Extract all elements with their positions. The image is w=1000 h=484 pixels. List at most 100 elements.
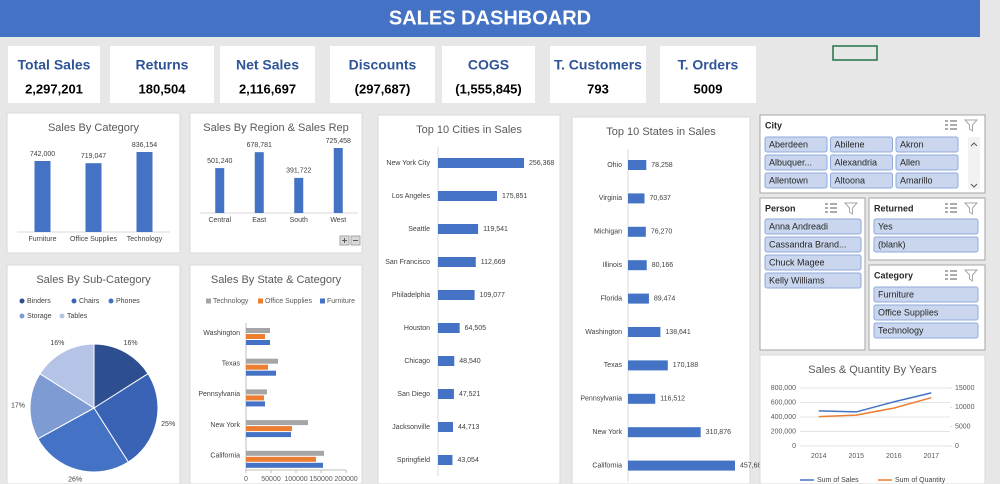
kpi-label: Total Sales xyxy=(18,57,91,73)
slicer-item-label[interactable]: Abilene xyxy=(835,139,865,149)
y-tick-label: 800,000 xyxy=(771,385,796,392)
bar xyxy=(628,360,668,371)
slicer-item[interactable] xyxy=(895,172,959,189)
slicer-title: Returned xyxy=(874,203,914,213)
legend-swatch xyxy=(19,298,25,304)
multi-select-icon[interactable] xyxy=(945,270,957,280)
pie-slice xyxy=(39,343,95,409)
kpi-card xyxy=(330,46,435,103)
clear-filter-icon[interactable] xyxy=(963,269,979,282)
slicer-item-label[interactable]: Cassandra Brand... xyxy=(769,239,847,249)
y-tick-label: New York City xyxy=(386,160,430,167)
slicer-item-label[interactable]: Chuck Magee xyxy=(769,257,825,267)
bar xyxy=(438,356,455,366)
multi-select-icon[interactable] xyxy=(945,203,957,213)
data-label: 44,713 xyxy=(458,424,480,431)
data-label: 175,851 xyxy=(502,193,527,200)
slicer-item[interactable] xyxy=(873,322,979,339)
data-label: 76,270 xyxy=(651,229,673,236)
kpi-label: T. Customers xyxy=(554,57,642,73)
kpi-label: Returns xyxy=(136,57,189,73)
slicer-item[interactable] xyxy=(873,218,979,235)
slicer-item-label[interactable]: Aberdeen xyxy=(769,139,808,149)
clear-filter-icon[interactable] xyxy=(843,202,859,215)
data-label: 678,781 xyxy=(247,142,272,149)
legend-swatch xyxy=(206,298,211,304)
data-label: 138,641 xyxy=(665,329,690,336)
slicer-item-label[interactable]: Technology xyxy=(878,325,924,335)
slicer-item-label[interactable]: (blank) xyxy=(878,239,906,249)
x-tick-label: Furniture xyxy=(28,236,56,243)
slicer-item-label[interactable]: Allentown xyxy=(769,175,808,185)
clear-filter-icon[interactable] xyxy=(963,202,979,215)
slicer-item[interactable] xyxy=(830,154,893,171)
slicer-item-label[interactable]: Allen xyxy=(900,157,920,167)
slicer-item-label[interactable]: Yes xyxy=(878,221,893,231)
x-tick-label: 0 xyxy=(244,476,248,483)
slicer-item-label[interactable]: Alexandria xyxy=(835,157,878,167)
slicer-item[interactable] xyxy=(764,272,862,289)
scroll-down[interactable] xyxy=(970,183,978,188)
dashboard-title: SALES DASHBOARD xyxy=(389,7,591,29)
x-tick-label: East xyxy=(252,217,266,224)
data-label: 256,368 xyxy=(529,160,554,167)
multi-select-icon[interactable] xyxy=(945,120,957,130)
data-label: 742,000 xyxy=(30,151,55,158)
slicer-item[interactable] xyxy=(764,136,828,153)
kpi-value: 793 xyxy=(587,81,609,96)
line-series xyxy=(818,396,932,418)
slicer-item-label[interactable]: Office Supplies xyxy=(878,307,939,317)
header-bar xyxy=(0,0,980,37)
slicer-item[interactable] xyxy=(895,136,959,153)
bar xyxy=(246,450,324,456)
y2-tick-label: 5000 xyxy=(955,424,971,431)
data-label: 48,540 xyxy=(459,358,481,365)
slicer-item[interactable] xyxy=(764,218,862,235)
slicer-item-label[interactable]: Furniture xyxy=(878,289,914,299)
data-label: 501,240 xyxy=(207,158,232,165)
x-tick-label: Office Supplies xyxy=(70,236,117,243)
bar xyxy=(246,420,308,426)
data-label: 836,154 xyxy=(132,142,157,149)
kpi-value: 2,297,201 xyxy=(25,81,83,96)
kpi-card xyxy=(442,46,535,103)
legend-swatch xyxy=(59,313,65,319)
bar xyxy=(438,422,453,432)
slicer-item[interactable] xyxy=(873,286,979,303)
data-label: 391,722 xyxy=(286,168,311,175)
data-label: 310,876 xyxy=(706,429,731,436)
kpi-label: T. Orders xyxy=(678,57,739,73)
slicer-item[interactable] xyxy=(764,236,862,253)
bar xyxy=(438,224,479,234)
slicer-item-label[interactable]: Amarillo xyxy=(900,175,933,185)
legend-label: Sum of Quantity xyxy=(895,477,946,484)
chart-title: Sales & Quantity By Years xyxy=(808,364,937,376)
slicer-item[interactable] xyxy=(895,154,959,171)
bar xyxy=(246,334,265,339)
legend-label: Sum of Sales xyxy=(817,477,859,484)
slicer-item[interactable] xyxy=(764,154,828,171)
legend-label: Technology xyxy=(213,298,249,305)
bar xyxy=(246,340,270,345)
scroll-up[interactable] xyxy=(970,142,978,147)
slicer-item[interactable] xyxy=(873,304,979,321)
data-label: 26% xyxy=(68,477,82,484)
slicer-item-label[interactable]: Albuquer... xyxy=(769,157,812,167)
bar xyxy=(246,426,292,432)
y-tick-label: 600,000 xyxy=(771,399,796,406)
line-series xyxy=(818,392,932,413)
slicer-item-label[interactable]: Anna Andreadi xyxy=(769,221,828,231)
data-label: 116,512 xyxy=(660,396,685,403)
clear-filter-icon[interactable] xyxy=(963,119,979,132)
slicer-item[interactable] xyxy=(873,236,979,253)
slicer-item-label[interactable]: Altoona xyxy=(835,175,866,185)
slicer-item[interactable] xyxy=(764,172,828,189)
slicer-item[interactable] xyxy=(830,172,893,189)
slicer-item-label[interactable]: Kelly Williams xyxy=(769,275,825,285)
slicer-item[interactable] xyxy=(830,136,893,153)
y-tick-label: Illinois xyxy=(603,262,623,269)
bar xyxy=(246,432,291,438)
multi-select-icon[interactable] xyxy=(825,203,837,213)
slicer-item[interactable] xyxy=(764,254,862,271)
slicer-item-label[interactable]: Akron xyxy=(900,139,924,149)
